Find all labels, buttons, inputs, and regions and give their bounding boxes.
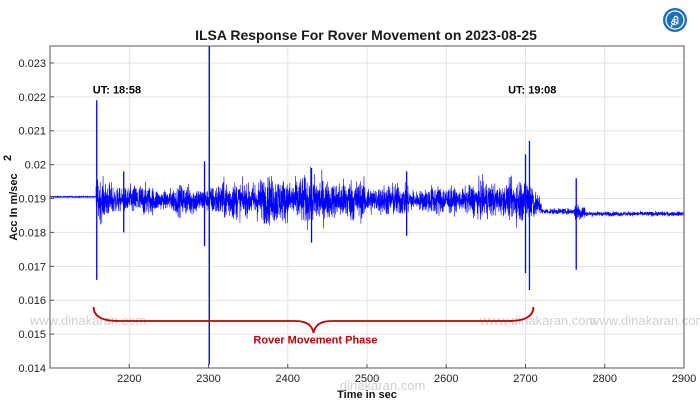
watermark-text: www.dinakaran.com [29,313,146,328]
y-tick-label: 0.021 [18,126,46,138]
y-axis: 0.014 0.015 0.016 0.017 0.018 0.019 0.02 0.021 0… [18,58,54,375]
dinamalar-logo-icon: தி [663,8,687,32]
y-axis-label-exponent: 2 [2,155,14,161]
x-tick-label: 2800 [593,373,617,385]
watermark-text: dinakaran.com [340,378,425,393]
watermark-text: www.dinakaran.com [479,313,596,328]
annotation-label: UT: 18:58 [93,84,141,96]
y-tick-label: 0.019 [18,194,46,206]
y-tick-label: 0.023 [18,58,46,70]
series-line [50,46,684,365]
x-tick-label: 2200 [117,373,141,385]
annotation-label: Rover Movement Phase [253,335,377,347]
y-axis-label: Acc In m/sec [8,173,20,240]
y-tick-label: 0.022 [18,92,46,104]
watermark-group: www.dinakaran.com www.dinakaran.com www.… [29,313,700,393]
y-tick-label: 0.02 [25,160,46,172]
x-tick-label: 2900 [672,373,696,385]
annotation-label: UT: 19:08 [508,84,556,96]
grid [50,46,685,369]
series-path [50,166,684,230]
x-axis-label: Time in sec [337,389,397,400]
x-tick-label: 2500 [355,373,379,385]
x-axis: 2200 2300 2400 2500 2600 2700 2800 2900 [117,364,696,385]
rover-movement-brace [92,306,535,334]
y-tick-label: 0.017 [18,261,46,273]
x-tick-label: 2700 [513,373,537,385]
x-tick-label: 2300 [196,373,220,385]
plot-area [50,46,684,365]
chart-title: ILSA Response For Rover Movement on 2023… [195,27,537,43]
y-tick-label: 0.016 [18,295,46,307]
annotations: UT: 18:58 UT: 19:08 Rover Movement Phase [93,84,557,346]
logo-glyph: தி [671,15,679,27]
y-tick-label: 0.015 [18,329,46,341]
brace-path [92,306,535,334]
y-tick-label: 0.014 [18,363,46,375]
x-tick-label: 2600 [434,373,458,385]
y-tick-label: 0.018 [18,227,46,239]
x-tick-label: 2400 [276,373,300,385]
watermark-text: www.dinakaran.com [589,313,700,328]
